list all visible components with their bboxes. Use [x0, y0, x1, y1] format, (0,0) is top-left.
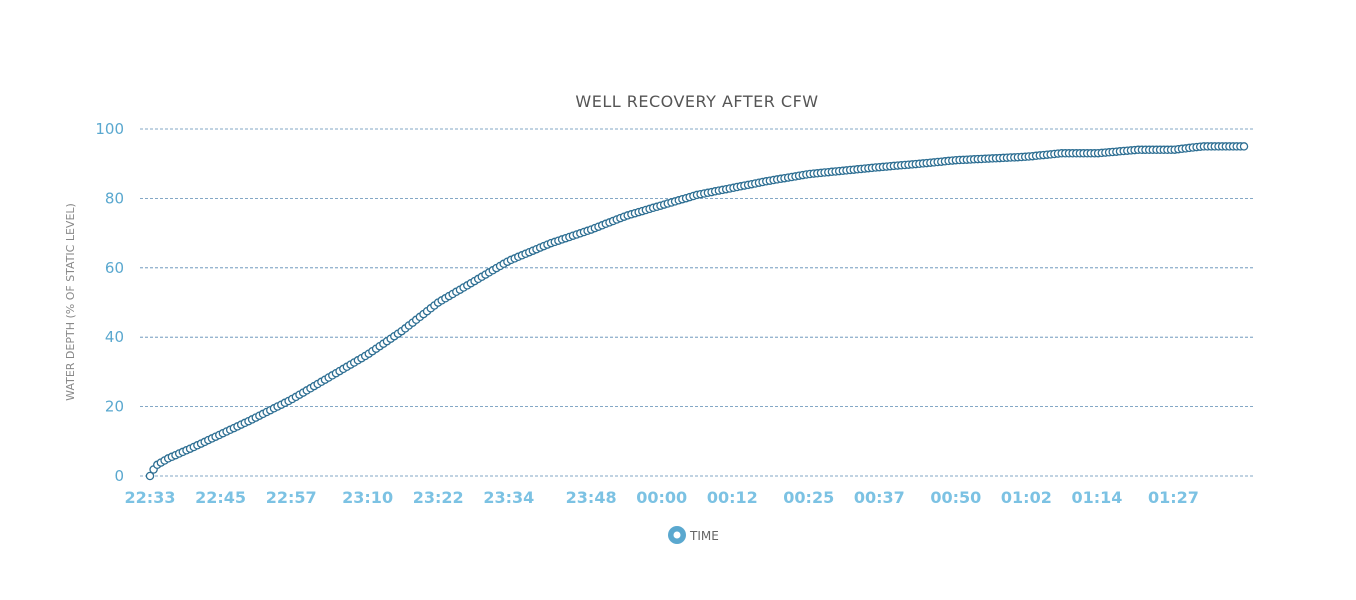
y-axis-ticks: 0 20 40 60 80 100 [95, 120, 124, 485]
x-tick-label: 01:14 [1071, 488, 1122, 507]
x-tick-label: 00:50 [930, 488, 981, 507]
legend-marker-inner [673, 531, 681, 539]
x-tick-label: 22:33 [125, 488, 176, 507]
x-tick-label: 01:27 [1148, 488, 1199, 507]
data-point[interactable] [145, 471, 155, 481]
x-tick-label: 00:25 [783, 488, 834, 507]
legend-label: TIME [689, 529, 719, 543]
chart-title: WELL RECOVERY AFTER CFW [575, 92, 818, 111]
x-axis-ticks: 22:33 22:45 22:57 23:10 23:22 23:34 23:48 00:00… [125, 488, 1199, 507]
x-tick-label: 01:02 [1001, 488, 1052, 507]
data-series [145, 142, 1249, 481]
x-tick-label: 23:22 [413, 488, 464, 507]
x-tick-label: 22:57 [266, 488, 317, 507]
x-tick-label: 00:00 [636, 488, 687, 507]
y-tick-label: 100 [95, 120, 124, 138]
y-tick-label: 40 [105, 328, 124, 346]
y-tick-label: 80 [105, 189, 124, 207]
legend[interactable]: TIME [668, 526, 719, 544]
y-tick-label: 60 [105, 259, 124, 277]
y-tick-label: 20 [105, 398, 124, 416]
grid-lines [140, 128, 1255, 477]
x-tick-label: 00:37 [854, 488, 905, 507]
x-tick-label: 23:48 [566, 488, 617, 507]
data-point[interactable] [1239, 142, 1249, 151]
y-tick-label: 0 [114, 467, 124, 485]
x-tick-label: 23:34 [483, 488, 534, 507]
y-axis-label: WATER DEPTH (% OF STATIC LEVEL) [64, 203, 77, 401]
x-tick-label: 22:45 [195, 488, 246, 507]
x-tick-label: 00:12 [707, 488, 758, 507]
x-tick-label: 23:10 [342, 488, 393, 507]
